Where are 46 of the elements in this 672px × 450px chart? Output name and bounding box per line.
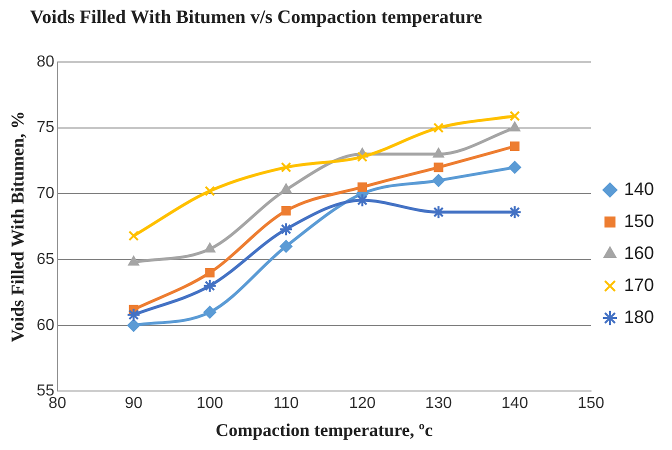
point (203, 306, 216, 319)
x-tick-label: 100 (196, 395, 224, 412)
point (202, 278, 217, 293)
point (205, 268, 215, 278)
point (433, 122, 444, 134)
x-axis-title: Compaction temperature, ºc (216, 420, 433, 440)
y-tick-label: 75 (36, 119, 54, 136)
point (128, 256, 140, 266)
point (510, 142, 520, 152)
y-tick-label: 65 (36, 250, 54, 268)
point (508, 205, 522, 220)
point (357, 152, 368, 162)
chart-title: Voids Filled With Bitumen v/s Compaction temperature (30, 6, 484, 29)
x-tick-label: 130 (425, 395, 452, 412)
point (280, 162, 292, 173)
point (432, 148, 444, 158)
point (127, 318, 140, 332)
x-tick-label: 120 (348, 395, 376, 412)
point (204, 186, 216, 196)
point (280, 183, 292, 194)
x-tick-label: 90 (124, 395, 143, 412)
point (355, 193, 370, 208)
point (510, 110, 520, 122)
point (434, 162, 444, 172)
legend-label: 160 (624, 242, 654, 263)
point (508, 160, 522, 174)
x-tick-label: 80 (48, 395, 66, 412)
legend-label: 150 (624, 210, 654, 231)
point (280, 240, 293, 253)
point (358, 182, 368, 192)
y-tick-label: 80 (36, 53, 54, 70)
legend-label: 180 (624, 306, 654, 327)
point (509, 121, 520, 132)
x-tick-label: 110 (273, 395, 299, 412)
legend-label: 140 (624, 178, 654, 199)
y-axis-title: Voids Filled With Bitumen, % (7, 110, 28, 342)
point (279, 222, 294, 236)
legend-label: 170 (624, 274, 654, 295)
point (128, 230, 139, 242)
point (432, 174, 446, 188)
point (126, 308, 141, 322)
x-tick-label: 140 (501, 395, 528, 412)
point (281, 206, 291, 216)
y-tick-label: 70 (36, 185, 54, 202)
x-tick-label: 150 (578, 395, 604, 412)
y-tick-label: 60 (36, 316, 54, 334)
